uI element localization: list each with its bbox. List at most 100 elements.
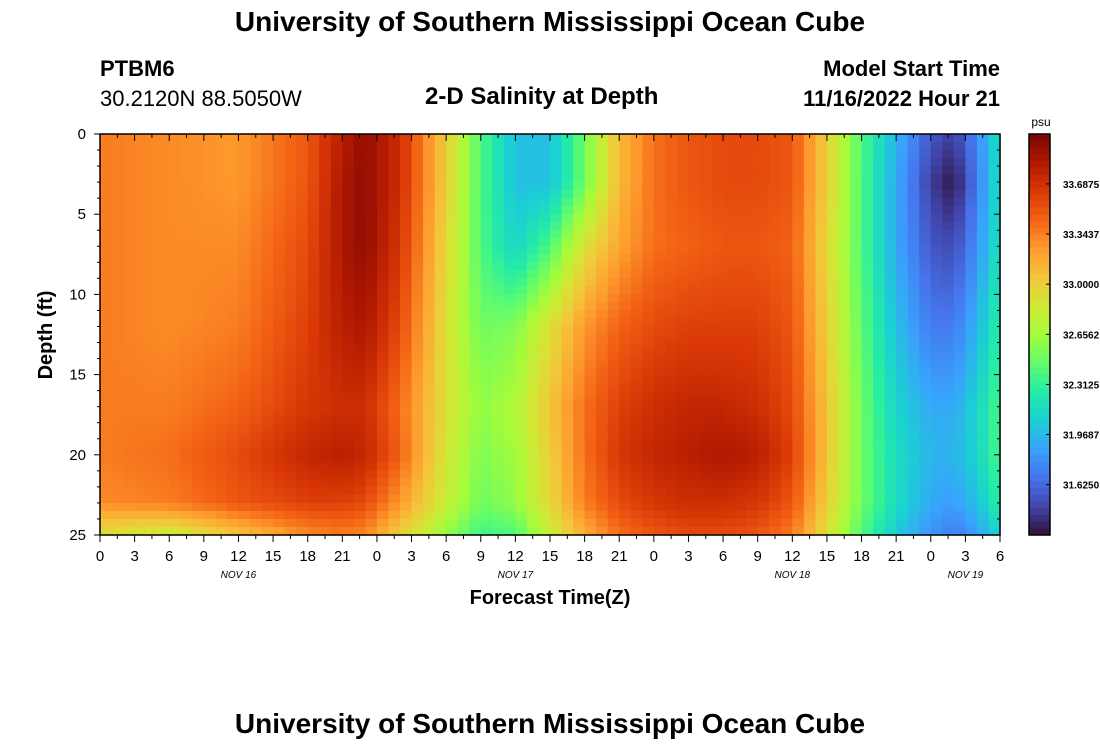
heatmap-cell <box>838 190 851 199</box>
heatmap-cell <box>319 366 332 376</box>
heatmap-cell <box>619 158 632 167</box>
heatmap-cell <box>434 246 447 255</box>
heatmap-cell <box>826 302 840 312</box>
heatmap-cell <box>180 358 193 368</box>
heatmap-cell <box>607 134 620 143</box>
heatmap-cell <box>665 382 678 392</box>
heatmap-cell <box>273 430 286 440</box>
heatmap-cell <box>919 438 932 448</box>
heatmap-cell <box>342 310 355 320</box>
heatmap-cell <box>284 214 297 223</box>
heatmap-cell <box>192 278 205 287</box>
heatmap-cell <box>123 302 136 312</box>
heatmap-cell <box>423 190 436 199</box>
heatmap-cell <box>734 198 747 207</box>
heatmap-cell <box>492 510 505 520</box>
heatmap-cell <box>838 350 851 360</box>
heatmap-cell <box>111 342 124 352</box>
heatmap-cell <box>157 270 170 279</box>
heatmap-cell <box>700 270 713 279</box>
heatmap-cell <box>215 366 228 376</box>
heatmap-cell <box>388 342 401 352</box>
heatmap-cell <box>596 254 609 263</box>
heatmap-cell <box>342 286 355 295</box>
heatmap-cell <box>619 326 632 336</box>
heatmap-cell <box>526 174 540 183</box>
heatmap-cell <box>930 358 943 368</box>
heatmap-cell <box>203 222 216 231</box>
heatmap-cell <box>711 334 724 344</box>
heatmap-cell <box>988 430 1001 440</box>
heatmap-cell <box>296 438 309 448</box>
heatmap-cell <box>342 174 355 183</box>
heatmap-cell <box>492 254 505 263</box>
heatmap-cell <box>319 214 332 223</box>
heatmap-cell <box>100 494 113 504</box>
heatmap-cell <box>469 390 482 400</box>
heatmap-cell <box>930 502 943 512</box>
heatmap-cell <box>261 222 274 231</box>
heatmap-cell <box>319 326 332 336</box>
heatmap-cell <box>919 214 932 223</box>
heatmap-cell <box>550 286 563 295</box>
heatmap-cell <box>642 342 655 352</box>
heatmap-cell <box>861 174 874 183</box>
heatmap-cell <box>134 246 147 255</box>
heatmap-cell <box>665 454 678 464</box>
heatmap-cell <box>723 174 736 183</box>
heatmap-cell <box>630 518 643 528</box>
heatmap-cell <box>134 230 147 239</box>
heatmap-cell <box>330 494 343 504</box>
heatmap-cell <box>215 446 228 456</box>
heatmap-cell <box>446 302 459 312</box>
heatmap-cell <box>146 254 159 263</box>
heatmap-cell <box>330 366 343 376</box>
heatmap-cell <box>503 422 516 432</box>
heatmap-cell <box>711 174 724 183</box>
heatmap-cell <box>826 150 840 159</box>
heatmap-cell <box>803 462 816 472</box>
heatmap-cell <box>134 238 147 247</box>
heatmap-cell <box>423 414 436 424</box>
heatmap-cell <box>861 334 874 344</box>
colorbar-swatch <box>1029 448 1050 456</box>
heatmap-cell <box>169 422 182 432</box>
heatmap-cell <box>873 390 886 400</box>
heatmap-cell <box>584 446 597 456</box>
heatmap-cell <box>942 414 955 424</box>
heatmap-cell <box>907 230 920 239</box>
heatmap-cell <box>619 190 632 199</box>
heatmap-cell <box>850 342 863 352</box>
heatmap-cell <box>676 142 690 151</box>
heatmap-cell <box>711 526 724 536</box>
heatmap-cell <box>850 446 863 456</box>
heatmap-cell <box>838 358 851 368</box>
heatmap-cell <box>584 382 597 392</box>
heatmap-cell <box>711 326 724 336</box>
heatmap-cell <box>988 366 1001 376</box>
heatmap-cell <box>838 334 851 344</box>
heatmap-cell <box>746 446 759 456</box>
x-tick-label: 21 <box>611 548 628 565</box>
heatmap-cell <box>838 214 851 223</box>
heatmap-cell <box>446 222 459 231</box>
heatmap-cell <box>134 270 147 279</box>
heatmap-cell <box>826 374 840 384</box>
heatmap-cell <box>873 222 886 231</box>
heatmap-cell <box>146 150 159 159</box>
heatmap-cell <box>515 406 528 416</box>
heatmap-cell <box>342 246 355 255</box>
heatmap-cell <box>746 438 759 448</box>
heatmap-cell <box>134 310 147 320</box>
heatmap-cell <box>780 310 793 320</box>
heatmap-cell <box>123 158 136 167</box>
heatmap-cell <box>330 222 343 231</box>
heatmap-cell <box>526 150 540 159</box>
heatmap-cell <box>480 278 493 287</box>
heatmap-cell <box>538 206 551 215</box>
heatmap-cell <box>365 134 378 143</box>
heatmap-cell <box>642 174 655 183</box>
heatmap-cell <box>907 318 920 328</box>
heatmap-cell <box>907 478 920 488</box>
heatmap-cell <box>688 438 701 448</box>
